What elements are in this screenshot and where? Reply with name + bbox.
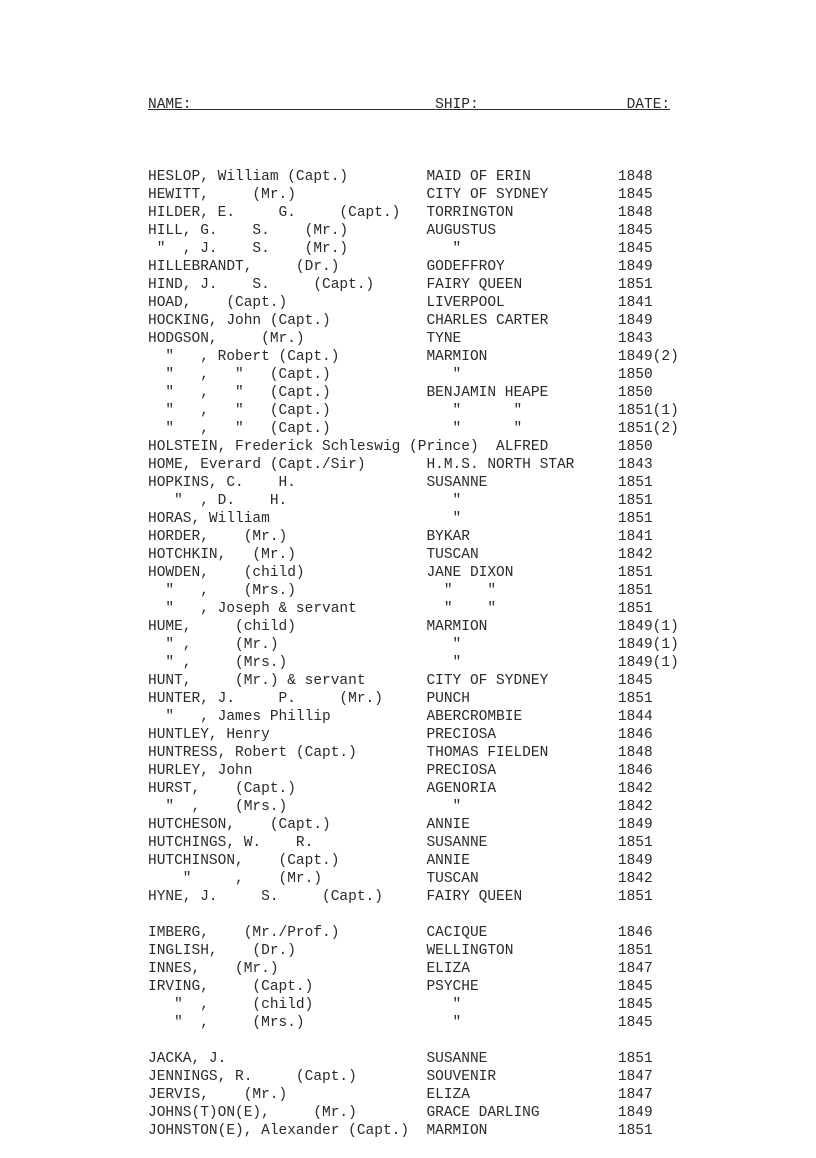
table-row: HOPKINS, C. H. SUSANNE 1851	[148, 474, 756, 492]
table-row: " , (Mr.) TUSCAN 1842	[148, 870, 756, 888]
page: NAME: SHIP: DATE: HESLOP, William (Capt.…	[0, 0, 816, 1158]
table-row: " , D. H. " 1851	[148, 492, 756, 510]
table-row: JENNINGS, R. (Capt.) SOUVENIR 1847	[148, 1068, 756, 1086]
table-row: HUNTLEY, Henry PRECIOSA 1846	[148, 726, 756, 744]
table-row: HURST, (Capt.) AGENORIA 1842	[148, 780, 756, 798]
table-row: HUNTRESS, Robert (Capt.) THOMAS FIELDEN …	[148, 744, 756, 762]
table-row: " , (Mrs.) " 1845	[148, 1014, 756, 1032]
table-row: " , Robert (Capt.) MARMION 1849(2)	[148, 348, 756, 366]
header-date: DATE:	[627, 97, 671, 113]
table-row: " , Joseph & servant " " 1851	[148, 600, 756, 618]
table-row: " , James Phillip ABERCROMBIE 1844	[148, 708, 756, 726]
table-row: INNES, (Mr.) ELIZA 1847	[148, 960, 756, 978]
table-row: HORDER, (Mr.) BYKAR 1841	[148, 528, 756, 546]
table-row: HUNT, (Mr.) & servant CITY OF SYDNEY 184…	[148, 672, 756, 690]
group-gap	[148, 906, 756, 924]
header-name: NAME:	[148, 97, 192, 113]
table-row: HUNTER, J. P. (Mr.) PUNCH 1851	[148, 690, 756, 708]
table-row: HOAD, (Capt.) LIVERPOOL 1841	[148, 294, 756, 312]
table-row: HIND, J. S. (Capt.) FAIRY QUEEN 1851	[148, 276, 756, 294]
table-row: HOCKING, John (Capt.) CHARLES CARTER 184…	[148, 312, 756, 330]
table-row: HUTCHESON, (Capt.) ANNIE 1849	[148, 816, 756, 834]
table-row: HOME, Everard (Capt./Sir) H.M.S. NORTH S…	[148, 456, 756, 474]
table-row: JERVIS, (Mr.) ELIZA 1847	[148, 1086, 756, 1104]
table-row: " , " (Capt.) BENJAMIN HEAPE 1850	[148, 384, 756, 402]
table-row: HUME, (child) MARMION 1849(1)	[148, 618, 756, 636]
table-row: HILDER, E. G. (Capt.) TORRINGTON 1848	[148, 204, 756, 222]
header-row: NAME: SHIP: DATE:	[148, 96, 756, 114]
table-row: IRVING, (Capt.) PSYCHE 1845	[148, 978, 756, 996]
table-row: " , (Mrs.) " " 1851	[148, 582, 756, 600]
group-gap	[148, 1032, 756, 1050]
table-body: HESLOP, William (Capt.) MAID OF ERIN 184…	[148, 168, 756, 1140]
table-row: " , (child) " 1845	[148, 996, 756, 1014]
table-row: HESLOP, William (Capt.) MAID OF ERIN 184…	[148, 168, 756, 186]
table-row: " , J. S. (Mr.) " 1845	[148, 240, 756, 258]
table-row: " , (Mr.) " 1849(1)	[148, 636, 756, 654]
table-row: JOHNSTON(E), Alexander (Capt.) MARMION 1…	[148, 1122, 756, 1140]
table-row: IMBERG, (Mr./Prof.) CACIQUE 1846	[148, 924, 756, 942]
table-row: HILLEBRANDT, (Dr.) GODEFFROY 1849	[148, 258, 756, 276]
table-row: HILL, G. S. (Mr.) AUGUSTUS 1845	[148, 222, 756, 240]
table-row: HODGSON, (Mr.) TYNE 1843	[148, 330, 756, 348]
table-row: HOTCHKIN, (Mr.) TUSCAN 1842	[148, 546, 756, 564]
table-row: HUTCHINSON, (Capt.) ANNIE 1849	[148, 852, 756, 870]
header-ship: SHIP:	[435, 97, 479, 113]
table-row: " , (Mrs.) " 1842	[148, 798, 756, 816]
table-row: HYNE, J. S. (Capt.) FAIRY QUEEN 1851	[148, 888, 756, 906]
table-row: HEWITT, (Mr.) CITY OF SYDNEY 1845	[148, 186, 756, 204]
table-row: " , " (Capt.) " 1850	[148, 366, 756, 384]
table-row: " , " (Capt.) " " 1851(2)	[148, 420, 756, 438]
table-row: HOLSTEIN, Frederick Schleswig (Prince) A…	[148, 438, 756, 456]
table-row: JOHNS(T)ON(E), (Mr.) GRACE DARLING 1849	[148, 1104, 756, 1122]
table-row: " , " (Capt.) " " 1851(1)	[148, 402, 756, 420]
table-row: HORAS, William " 1851	[148, 510, 756, 528]
table-row: " , (Mrs.) " 1849(1)	[148, 654, 756, 672]
header-spacer2	[479, 97, 627, 113]
table-row: HUTCHINGS, W. R. SUSANNE 1851	[148, 834, 756, 852]
table-row: JACKA, J. SUSANNE 1851	[148, 1050, 756, 1068]
header-spacer1	[192, 97, 436, 113]
table-row: INGLISH, (Dr.) WELLINGTON 1851	[148, 942, 756, 960]
table-row: HURLEY, John PRECIOSA 1846	[148, 762, 756, 780]
table-row: HOWDEN, (child) JANE DIXON 1851	[148, 564, 756, 582]
